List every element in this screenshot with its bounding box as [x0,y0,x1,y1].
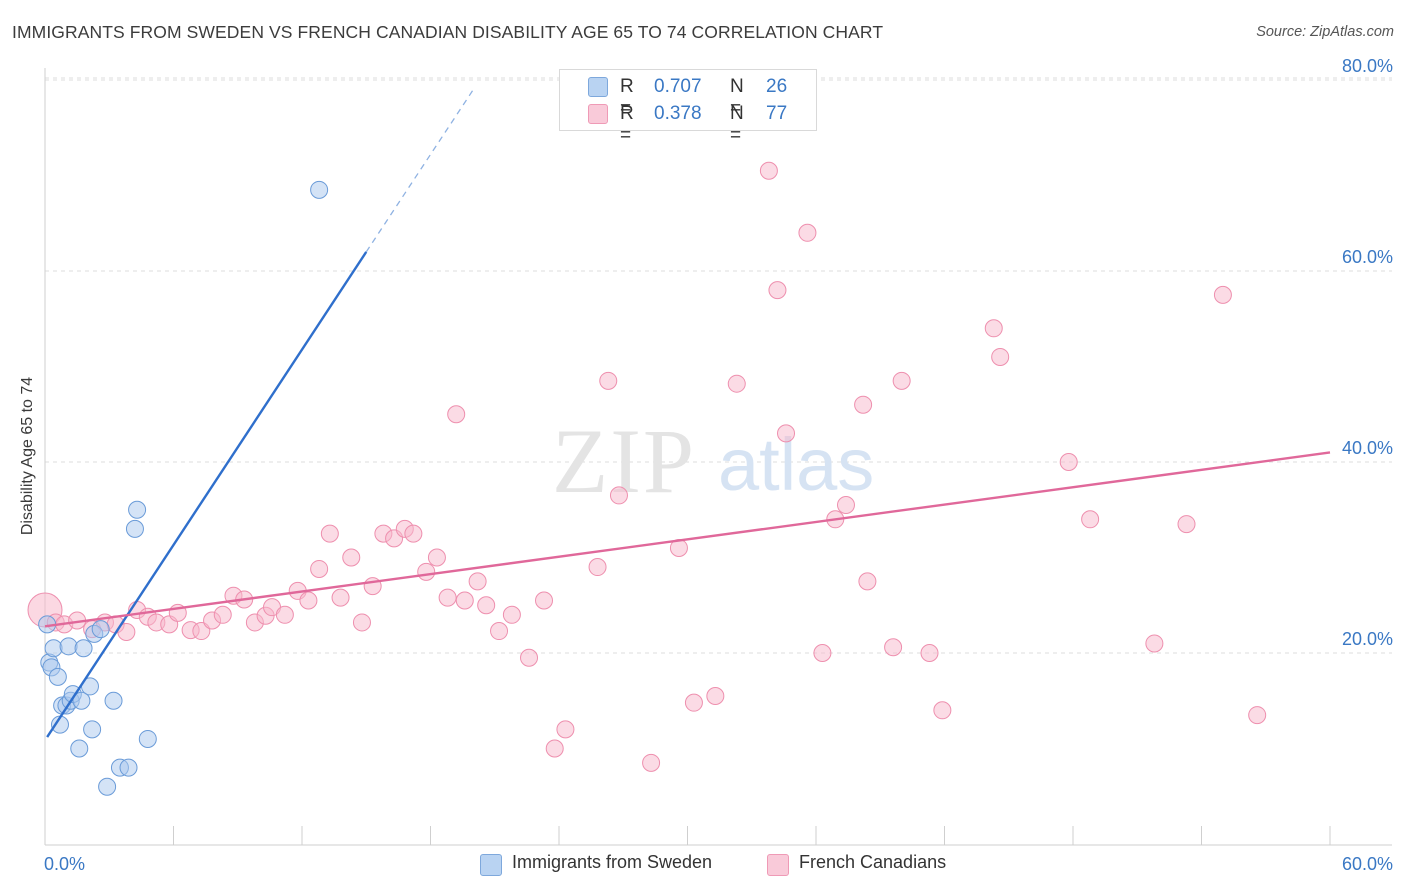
point-french-canadian [642,753,661,772]
x-tick-label: 60.0% [1342,854,1393,874]
y-tick-label: 40.0% [1342,438,1393,458]
legend-n-label: N = [730,76,744,119]
point-sweden [70,739,89,758]
point-french-canadian [299,591,318,610]
point-french-canadian [502,605,521,624]
point-sweden [91,620,110,639]
y-tick-label: 20.0% [1342,629,1393,649]
point-french-canadian [991,347,1010,366]
legend-swatch-french [588,104,608,124]
point-french-canadian [213,605,232,624]
x-tick-label: 0.0% [44,854,85,874]
point-french-canadian [342,548,361,567]
y-tick-label: 60.0% [1342,247,1393,267]
tick-labels: 20.0% 40.0% 60.0% 80.0% 0.0% 60.0% [44,56,1393,874]
point-french-canadian [331,588,350,607]
point-sweden [119,758,138,777]
point-french-canadian [352,613,371,632]
point-french-canadian [777,424,796,443]
point-french-canadian [759,161,778,180]
legend-r-value: 0.378 [654,103,702,124]
point-french-canadian [1177,515,1196,534]
trend-lines [44,89,1331,738]
point-french-canadian [404,524,423,543]
trend-line-sweden [46,251,368,738]
point-french-canadian [117,622,136,641]
point-french-canadian [310,559,329,578]
point-french-canadian [455,591,474,610]
point-french-canadian [588,558,607,577]
point-french-canadian [545,739,564,758]
point-french-canadian [520,648,539,667]
point-french-canadian [417,562,436,581]
point-french-canadian [556,720,575,739]
point-french-canadian [836,495,855,514]
point-french-canadian [884,638,903,657]
bottom-legend-label-sweden: Immigrants from Sweden [512,852,713,872]
point-sweden [310,180,329,199]
y-tick-label: 80.0% [1342,56,1393,76]
point-french-canadian [490,622,509,641]
point-sweden [125,519,144,538]
point-french-canadian [599,371,618,390]
point-french-canadian [535,591,554,610]
legend-n-label: N = [730,103,744,146]
point-sweden [44,639,63,658]
legend-r-value: 0.707 [654,76,702,97]
bottom-legend-swatch-sweden [480,854,502,876]
point-sweden [83,720,102,739]
point-french-canadian [892,371,911,390]
trend-line-french-canadian [44,451,1331,628]
point-french-canadian [438,588,457,607]
legend-swatch-sweden [588,77,608,97]
point-french-canadian [609,486,628,505]
point-french-canadian [798,223,817,242]
bottom-legend-label-french: French Canadians [799,852,947,872]
point-french-canadian [275,605,294,624]
point-sweden [48,667,67,686]
gridlines [45,77,1392,654]
point-french-canadian [706,686,725,705]
point-sweden [138,729,157,748]
point-sweden [74,639,93,658]
point-french-canadian [1145,634,1164,653]
point-french-canadian [920,644,939,662]
legend-r-label: R = [620,76,634,119]
bottom-legend-swatch-french [767,854,789,876]
point-french-canadian [1248,706,1267,725]
point-sweden [128,500,147,519]
point-french-canadian [427,548,446,567]
y-axis-label: Disability Age 65 to 74 [19,376,36,536]
point-french-canadian [813,644,832,662]
point-french-canadian [854,395,873,414]
point-french-canadian [727,374,746,393]
legend-r-label: R = [620,103,634,146]
point-french-canadian [933,701,952,720]
point-french-canadian [984,319,1003,338]
correlation-legend: R = 0.707 N = 26 R = 0.378 N = 77 [559,69,817,146]
source-label: Source: ZipAtlas.com [1256,24,1394,40]
point-french-canadian [1081,510,1100,529]
legend-n-value: 26 [766,76,788,97]
trend-line-sweden-extension [365,89,474,253]
legend-n-value: 77 [766,103,788,124]
point-french-canadian [320,524,339,543]
point-french-canadian [1213,285,1232,304]
point-french-canadian [1059,453,1078,471]
point-french-canadian [684,693,703,712]
chart-title: IMMIGRANTS FROM SWEDEN VS FRENCH CANADIA… [12,22,884,42]
point-french-canadian [858,572,877,591]
data-points [27,161,1267,796]
watermark-atlas: atlas [718,423,874,506]
point-sweden [72,691,91,710]
point-french-canadian [768,281,787,300]
point-sweden [98,777,117,796]
point-sweden [104,691,123,710]
point-french-canadian [468,572,487,591]
point-sweden [59,637,78,656]
point-french-canadian [477,596,496,615]
point-french-canadian [447,405,466,424]
axes [44,68,1392,846]
